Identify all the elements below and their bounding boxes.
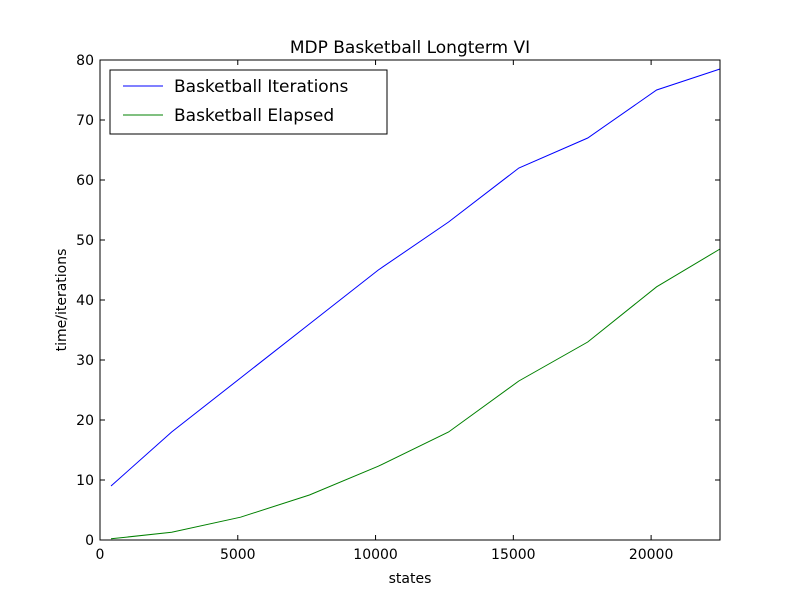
x-tick-label: 0 <box>96 547 105 563</box>
y-tick-label: 10 <box>76 473 94 489</box>
x-tick-label: 20000 <box>629 547 674 563</box>
plot-frame <box>99 59 721 541</box>
series-line-0 <box>110 68 721 487</box>
y-tick-label: 20 <box>76 413 94 429</box>
legend: Basketball Iterations Basketball Elapsed <box>109 69 388 135</box>
y-tick-label: 0 <box>85 533 94 549</box>
chart-title: MDP Basketball Longterm VI <box>290 38 530 58</box>
legend-frame <box>109 69 388 135</box>
series-line-1 <box>110 248 721 540</box>
y-axis-title: time/iterations <box>54 249 70 352</box>
legend-label-iterations: Basketball Iterations <box>174 77 348 97</box>
x-axis-title: states <box>389 571 432 587</box>
y-tick-label: 50 <box>76 233 94 249</box>
y-tick-label: 80 <box>76 53 94 69</box>
y-tick-label: 70 <box>76 113 94 129</box>
legend-label-elapsed: Basketball Elapsed <box>174 106 334 126</box>
y-tick-label: 40 <box>76 293 94 309</box>
ticks-layer: 0 5000 10000 15000 20000 0 10 20 30 40 50 60 70 80 <box>76 53 720 563</box>
x-tick-label: 5000 <box>220 547 256 563</box>
series-layer <box>110 68 721 540</box>
x-tick-label: 15000 <box>491 547 536 563</box>
y-tick-label: 60 <box>76 173 94 189</box>
y-tick-label: 30 <box>76 353 94 369</box>
x-tick-label: 10000 <box>353 547 398 563</box>
plot-area <box>100 60 720 540</box>
